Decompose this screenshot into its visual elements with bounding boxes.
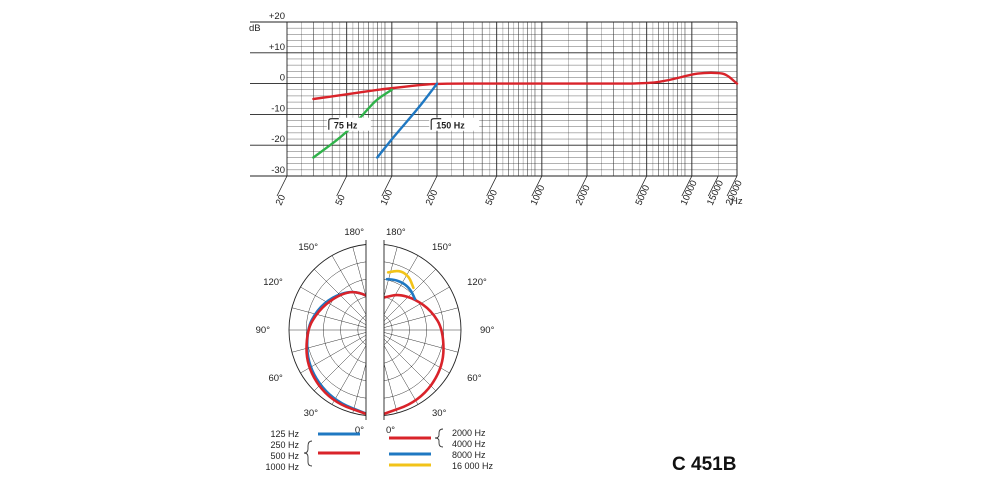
fr-y-tick-label: -10: [271, 103, 285, 114]
fr-x-tick-label: 10000: [679, 179, 700, 208]
fr-y-tick-label: -30: [271, 165, 285, 176]
fr-x-tick-slant: [426, 175, 438, 197]
legend-label-1000: 1000 Hz: [265, 462, 299, 472]
fr-x-tick-slant: [486, 175, 498, 197]
polar-angle-label-right: 150°: [432, 242, 452, 253]
polar-center-gap: [366, 232, 384, 428]
polar-spoke: [300, 286, 376, 331]
polar-angle-label-left: 0°: [355, 425, 364, 436]
polar-spoke: [374, 269, 436, 331]
fr-x-tick-slant: [336, 175, 348, 197]
polar-series-line-1: [305, 290, 374, 418]
fr-x-tick-slant: [726, 175, 738, 197]
legend-label-4000: 4000 Hz: [452, 439, 486, 449]
fr-x-tick-label: 200: [424, 188, 441, 207]
fr-y-unit: dB: [249, 23, 261, 34]
fr-annotation-bg: [429, 117, 480, 131]
polar-spoke: [314, 269, 376, 331]
polar-series: [305, 269, 445, 418]
fr-x-unit: Hz: [731, 196, 743, 207]
polar-spoke: [374, 307, 459, 331]
polar-angle-label-right: 90°: [480, 325, 495, 336]
fr-axes: [250, 21, 738, 197]
polar-angle-label-right: 30°: [432, 408, 447, 419]
polar-spoke: [314, 329, 376, 391]
fr-annotation-label: 150 Hz: [436, 121, 465, 131]
polar-angle-label-right: 0°: [386, 425, 395, 436]
polar-angle-label-left: 180°: [344, 227, 364, 238]
fr-annotation-marker: [328, 118, 339, 130]
fr-x-tick-label: 500: [483, 188, 500, 207]
polar-spoke: [374, 329, 436, 391]
fr-x-tick-slant: [576, 175, 588, 197]
fr-x-tick-slant: [636, 175, 648, 197]
legend-label-250: 250 Hz: [270, 440, 299, 450]
fr-y-tick-label: -20: [271, 134, 285, 145]
fr-x-tick-slant: [707, 175, 719, 197]
polar-series-line-2: [376, 293, 445, 418]
fr-x-tick-label: 20: [274, 193, 288, 207]
fr-series-line-0: [312, 71, 739, 101]
fr-y-tick-label: +20: [269, 11, 285, 22]
polar-angle-label-left: 150°: [298, 242, 318, 253]
polar-angle-label-left: 30°: [304, 408, 319, 419]
polar-spoke: [374, 329, 450, 374]
polar-series-line-4: [386, 269, 415, 290]
polar-spoke: [374, 286, 450, 331]
fr-y-tick-label: 0: [280, 73, 285, 84]
fr-x-tick-label: 5000: [633, 183, 652, 207]
legend-brace-right: [434, 428, 444, 448]
legend: 125 Hz 250 Hz 500 Hz 1000 Hz 2000 Hz 400…: [265, 428, 493, 472]
legend-brace-left: [303, 440, 313, 467]
legend-label-500: 500 Hz: [270, 451, 299, 461]
legend-label-125: 125 Hz: [270, 429, 299, 439]
polar-angle-label-left: 90°: [256, 325, 271, 336]
fr-x-tick-label: 50: [333, 193, 347, 207]
polar-pattern-chart: 180° 180° 150° 150° 120° 120° 90° 90° 60° 60° 30° 3…: [256, 227, 495, 436]
fr-series-line-2: [376, 82, 439, 159]
polar-angle-label-left: 120°: [263, 277, 283, 288]
model-name: C 451B: [672, 454, 736, 475]
fr-x-tick-label: 100: [379, 188, 396, 207]
fr-annotation-bg: [326, 117, 371, 131]
fr-annotation-marker: [430, 118, 442, 130]
legend-label-8000: 8000 Hz: [452, 450, 486, 460]
frequency-response-chart: +20 +10 0 -10 -20 -30 20 50 100 200 500 1000 2000 50…: [249, 11, 745, 207]
fr-x-tick-slant: [381, 175, 393, 197]
polar-spoke: [300, 329, 376, 374]
legend-label-2000: 2000 Hz: [452, 428, 486, 438]
polar-angle-label-right: 180°: [386, 227, 406, 238]
legend-label-16000: 16 000 Hz: [452, 461, 494, 471]
fr-grid: [286, 21, 738, 177]
fr-x-tick-label: 2000: [574, 183, 593, 207]
fr-y-tick-label: +10: [269, 42, 285, 53]
polar-angle-label-right: 120°: [467, 277, 487, 288]
polar-angle-labels: 180° 180° 150° 150° 120° 120° 90° 90° 60° 60° 30° 3…: [256, 227, 495, 436]
polar-angle-label-right: 60°: [467, 373, 482, 384]
fr-annotation-label: 75 Hz: [334, 121, 358, 131]
polar-spoke: [291, 307, 376, 331]
polar-series-line-3: [385, 277, 417, 301]
fr-x-tick-label: 1000: [529, 183, 548, 207]
fr-y-tick-labels: +20 +10 0 -10 -20 -30: [269, 11, 285, 176]
fr-annotations: 75 Hz 150 Hz: [326, 117, 480, 131]
fr-x-tick-slant: [276, 175, 288, 197]
fr-x-tick-slant: [681, 175, 693, 197]
polar-angle-label-left: 60°: [268, 373, 283, 384]
fr-x-tick-slant: [531, 175, 543, 197]
